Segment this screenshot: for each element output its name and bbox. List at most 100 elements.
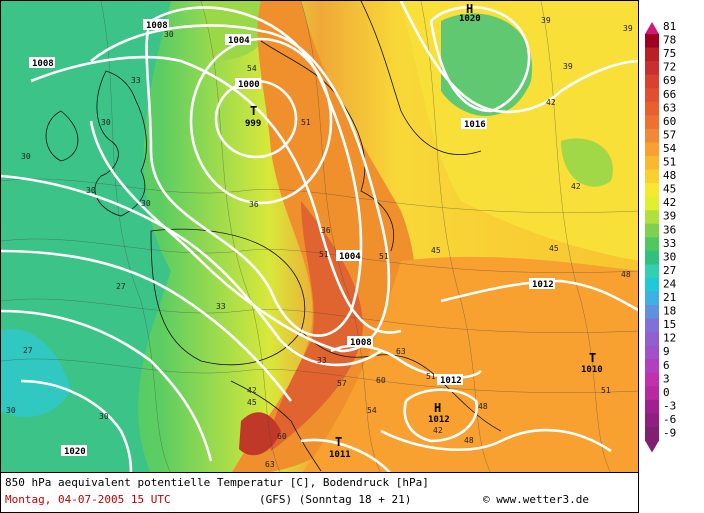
cyan-zone-sw [1, 329, 71, 417]
theta-label: 27 [116, 282, 126, 291]
green-blob-ne [441, 13, 533, 116]
legend-tick-label: 48 [663, 169, 676, 182]
theta-label: 42 [433, 426, 443, 435]
theta-label: 30 [141, 199, 151, 208]
svg-text:1011: 1011 [329, 450, 351, 460]
theta-label: 33 [317, 356, 327, 365]
legend-tick-label: -6 [663, 413, 676, 426]
legend-tick-label: 45 [663, 183, 676, 196]
legend-swatch [645, 413, 659, 428]
legend-swatch [645, 101, 659, 116]
svg-text:1010: 1010 [581, 365, 603, 375]
pressure-label: 1008 [143, 19, 169, 31]
theta-label: 36 [249, 200, 259, 209]
legend-swatch [645, 332, 659, 347]
legend-swatch [645, 196, 659, 211]
legend-tick-label: -9 [663, 427, 676, 440]
legend-tick-label: 3 [663, 372, 670, 385]
legend-tick-label: 63 [663, 101, 676, 114]
legend-swatch [645, 61, 659, 76]
theta-label: 45 [549, 244, 559, 253]
hot-core [269, 201, 363, 451]
legend-swatch [645, 88, 659, 103]
legend-swatch [645, 155, 659, 170]
caption-datetime: Montag, 04-07-2005 15 UTC [5, 493, 171, 506]
theta-label: 42 [546, 98, 556, 107]
svg-text:1008: 1008 [350, 338, 372, 348]
theta-label-group: 30 30 33 30 30 30 27 33 27 30 30 36 36 5… [6, 16, 633, 469]
theta-label: 27 [23, 346, 33, 355]
pressure-label-group: 1008 1004 1000 1008 1016 1004 1012 1008 … [29, 19, 555, 457]
theta-label: 63 [265, 460, 275, 469]
theta-label: 51 [301, 118, 311, 127]
theta-label: 45 [431, 246, 441, 255]
svg-text:T: T [335, 435, 342, 449]
legend-tick-label: 42 [663, 196, 676, 209]
legend-swatch [645, 264, 659, 279]
legend-swatch [645, 399, 659, 414]
svg-text:1008: 1008 [32, 59, 54, 69]
legend-down-arrow [645, 440, 659, 453]
legend-swatch [645, 142, 659, 157]
svg-text:1012: 1012 [440, 376, 462, 386]
legend-swatch [645, 47, 659, 62]
legend-swatch [645, 291, 659, 306]
svg-text:1020: 1020 [459, 14, 481, 24]
pressure-label: 1004 [336, 250, 362, 262]
theta-label: 51 [601, 386, 611, 395]
theta-label: 48 [478, 402, 488, 411]
svg-text:1000: 1000 [238, 80, 260, 90]
legend-swatch [645, 359, 659, 374]
pressure-label: 1012 [529, 278, 555, 290]
theta-label: 60 [277, 432, 287, 441]
map-caption: 850 hPa aequivalent potentielle Temperat… [0, 473, 639, 513]
legend-tick-label: 39 [663, 210, 676, 223]
theta-label: 30 [101, 118, 111, 127]
legend-swatch [645, 169, 659, 184]
theta-label: 48 [621, 270, 631, 279]
caption-model-run: (GFS) (Sonntag 18 + 21) [259, 493, 412, 506]
svg-text:T: T [589, 351, 596, 365]
hottest-spot [239, 412, 281, 456]
legend-tick-label: 66 [663, 88, 676, 101]
legend-swatch [645, 250, 659, 265]
legend-swatch [645, 372, 659, 387]
theta-label: 30 [86, 186, 96, 195]
pressure-label: 1012 [437, 374, 463, 386]
theta-label: 33 [216, 302, 226, 311]
theta-label: 30 [21, 152, 31, 161]
legend-tick-label: 0 [663, 386, 670, 399]
svg-text:1016: 1016 [464, 120, 486, 130]
legend-swatch [645, 183, 659, 198]
theta-label: 39 [541, 16, 551, 25]
pressure-label: 1000 [235, 78, 261, 90]
legend-swatch [645, 305, 659, 320]
theta-label: 30 [99, 412, 109, 421]
legend-up-arrow [645, 22, 659, 34]
theta-label: 30 [6, 406, 16, 415]
coastlines [45, 1, 502, 472]
theta-label: 42 [247, 386, 257, 395]
legend-tick-label: 78 [663, 34, 676, 47]
svg-text:T: T [250, 104, 257, 118]
caption-copyright: © www.wetter3.de [483, 493, 589, 506]
pressure-label: 1008 [29, 57, 55, 69]
svg-text:1020: 1020 [64, 447, 86, 457]
green-blob-east [561, 138, 613, 187]
theta-label: 51 [426, 372, 436, 381]
theta-label: 39 [623, 24, 633, 33]
svg-text:999: 999 [245, 119, 261, 129]
pressure-label: 1020 [61, 445, 87, 457]
theta-label: 33 [131, 76, 141, 85]
legend-tick-label: 6 [663, 359, 670, 372]
theta-label: 36 [321, 226, 331, 235]
svg-text:H: H [466, 2, 473, 16]
legend-tick-label: 81 [663, 22, 676, 33]
legend-tick-label: -3 [663, 399, 676, 412]
legend-tick-label: 57 [663, 128, 676, 141]
theta-label: 54 [367, 406, 377, 415]
